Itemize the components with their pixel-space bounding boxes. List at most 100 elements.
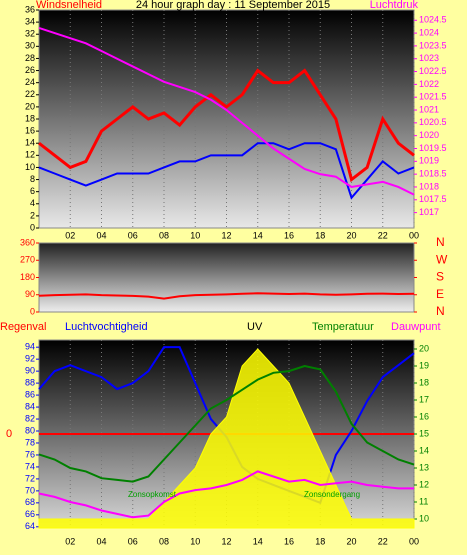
y2-tick-label: 1022 bbox=[419, 79, 439, 89]
y2-tick-label: N bbox=[436, 235, 445, 249]
series-line bbox=[38, 364, 415, 483]
x-tick-label: 16 bbox=[284, 536, 294, 546]
y-tick-label: 8 bbox=[30, 174, 35, 184]
y-tick-label: 0 bbox=[30, 306, 35, 316]
y2-tick-label: 19 bbox=[419, 360, 429, 370]
y2-tick-label: 20 bbox=[419, 343, 429, 353]
y-tick-label: 36 bbox=[25, 4, 35, 14]
x-tick-label: 10 bbox=[190, 230, 200, 240]
y-tick-label: 82 bbox=[25, 413, 35, 423]
y2-tick-label: 10 bbox=[419, 513, 429, 523]
y2-tick-label: 1019 bbox=[419, 156, 439, 166]
legend-label: Temperatuur bbox=[312, 321, 374, 333]
y-tick-label: 16 bbox=[25, 125, 35, 135]
x-tick-label: 04 bbox=[96, 230, 106, 240]
y-tick-label: 22 bbox=[25, 89, 35, 99]
y-tick-label: 76 bbox=[25, 449, 35, 459]
y2-tick-label: 16 bbox=[419, 411, 429, 421]
y-tick-label: 94 bbox=[25, 342, 35, 352]
uv-area bbox=[38, 348, 415, 529]
y-tick-label: 14 bbox=[25, 138, 35, 148]
y-tick-label: 18 bbox=[25, 113, 35, 123]
legend-label: UV bbox=[247, 321, 263, 333]
x-tick-label: 08 bbox=[159, 230, 169, 240]
y-tick-label: 270 bbox=[20, 255, 35, 265]
y-tick-label: 6 bbox=[30, 186, 35, 196]
x-tick-label: 14 bbox=[253, 536, 263, 546]
y2-tick-label: 13 bbox=[419, 462, 429, 472]
y2-tick-label: 1020.5 bbox=[419, 117, 447, 127]
y2-tick-label: E bbox=[436, 287, 444, 301]
y-tick-label: 34 bbox=[25, 16, 35, 26]
y2-tick-label: 18 bbox=[419, 377, 429, 387]
y2-tick-label: 1024 bbox=[419, 27, 439, 37]
x-tick-label: 22 bbox=[378, 230, 388, 240]
y-tick-label: 68 bbox=[25, 497, 35, 507]
y-tick-label: 70 bbox=[25, 485, 35, 495]
series-line bbox=[38, 142, 415, 200]
x-tick-label: 02 bbox=[65, 536, 75, 546]
annotation: Zonsopkomst bbox=[128, 490, 177, 499]
y2-tick-label: 12 bbox=[419, 479, 429, 489]
x-tick-label: 00 bbox=[409, 536, 419, 546]
y2-tick-label: 1018 bbox=[419, 181, 439, 191]
x-tick-label: 10 bbox=[190, 536, 200, 546]
y-tick-label: 64 bbox=[25, 521, 35, 531]
y2-tick-label: N bbox=[436, 304, 445, 318]
legend-label: Regenval bbox=[0, 321, 46, 333]
annotation: Zonsondergang bbox=[304, 490, 360, 499]
y-tick-label: 20 bbox=[25, 101, 35, 111]
y2-tick-label: 1018.5 bbox=[419, 169, 447, 179]
y-tick-label: 10 bbox=[25, 162, 35, 172]
y-tick-label: 78 bbox=[25, 437, 35, 447]
y-tick-label: 88 bbox=[25, 377, 35, 387]
y2-tick-label: 1021 bbox=[419, 104, 439, 114]
y-tick-label: 2 bbox=[30, 210, 35, 220]
y-tick-label: 90 bbox=[25, 289, 35, 299]
y2-tick-label: W bbox=[436, 252, 448, 266]
y2-tick-label: S bbox=[436, 270, 444, 284]
y-tick-label: 84 bbox=[25, 401, 35, 411]
y2-tick-label: 1024.5 bbox=[419, 15, 447, 25]
y2-tick-label: 1019.5 bbox=[419, 143, 447, 153]
axis-title: Luchtdruk bbox=[370, 0, 419, 11]
series-line bbox=[38, 292, 415, 300]
y-tick-label: 72 bbox=[25, 473, 35, 483]
series-line bbox=[38, 470, 414, 519]
y-tick-label: 4 bbox=[30, 198, 35, 208]
x-tick-label: 18 bbox=[315, 230, 325, 240]
legend-label: Dauwpunt bbox=[391, 321, 441, 333]
y2-tick-label: 17 bbox=[419, 394, 429, 404]
x-tick-label: 06 bbox=[128, 230, 138, 240]
y2-tick-label: 1022.5 bbox=[419, 66, 447, 76]
y2-tick-label: 1023 bbox=[419, 53, 439, 63]
x-tick-label: 12 bbox=[221, 230, 231, 240]
y-tick-label: 28 bbox=[25, 53, 35, 63]
y-tick-label: 66 bbox=[25, 509, 35, 519]
y2-tick-label: 15 bbox=[419, 428, 429, 438]
y-tick-label: 180 bbox=[20, 272, 35, 282]
x-tick-label: 08 bbox=[159, 536, 169, 546]
x-tick-label: 14 bbox=[253, 230, 263, 240]
x-tick-label: 18 bbox=[315, 536, 325, 546]
x-tick-label: 02 bbox=[65, 230, 75, 240]
y2-tick-label: 1017.5 bbox=[419, 194, 447, 204]
x-tick-label: 00 bbox=[409, 230, 419, 240]
y-tick-label: 32 bbox=[25, 29, 35, 39]
y2-tick-label: 14 bbox=[419, 445, 429, 455]
x-tick-label: 20 bbox=[346, 230, 356, 240]
x-tick-label: 22 bbox=[378, 536, 388, 546]
y2-tick-label: 11 bbox=[419, 496, 428, 506]
y-tick-label: 24 bbox=[25, 77, 35, 87]
y2-tick-label: 1023.5 bbox=[419, 40, 447, 50]
panel-background bbox=[38, 242, 415, 313]
y-tick-label: 86 bbox=[25, 389, 35, 399]
series-line bbox=[38, 27, 415, 196]
x-tick-label: 04 bbox=[96, 536, 106, 546]
x-tick-label: 12 bbox=[221, 536, 231, 546]
y-tick-label: 12 bbox=[25, 150, 35, 160]
y2-tick-label: 1021.5 bbox=[419, 92, 447, 102]
series-line bbox=[38, 68, 415, 183]
legend-label: Luchtvochtigheid bbox=[65, 321, 148, 333]
